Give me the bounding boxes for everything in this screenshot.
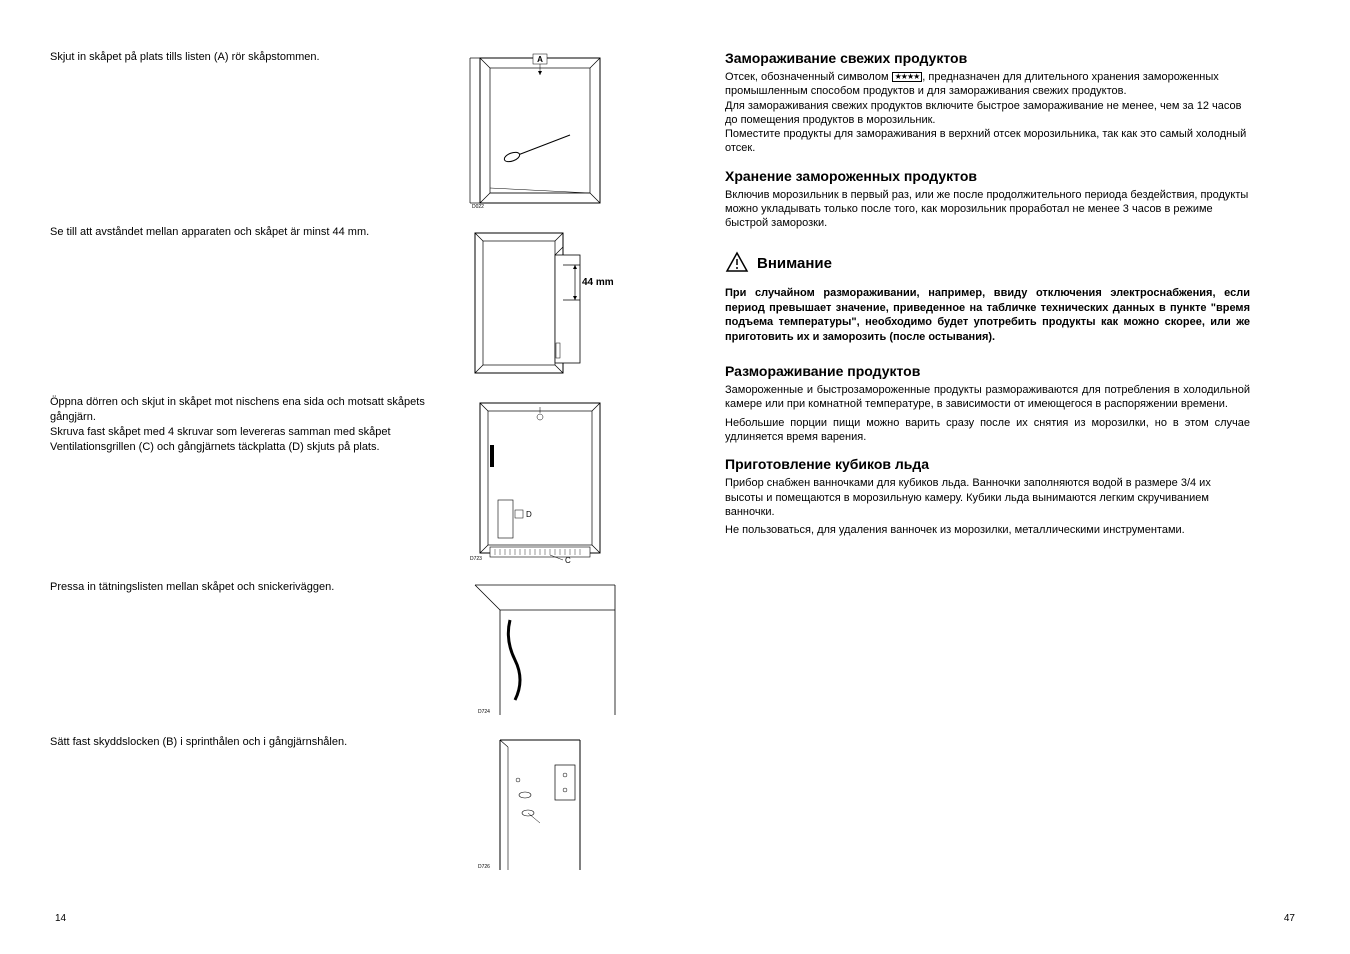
text-ice-2: Не пользоваться, для удаления ванночек и… [725, 523, 1250, 537]
step-text-1: Skjut in skåpet på plats tills listen (A… [50, 50, 460, 65]
fig3-d-label: D [526, 510, 532, 519]
text-freezing-1: Отсек, обозначенный символом ★★★★, предн… [725, 70, 1250, 156]
fig5-code: D726 [478, 864, 490, 870]
page-number-left: 14 [55, 913, 66, 924]
stars-icon: ★★★★ [892, 72, 923, 82]
step-row-2: Se till att avståndet mellan apparaten o… [50, 225, 625, 380]
step-row-3: Öppna dörren och skjut in skåpet mot nis… [50, 395, 625, 565]
step-text-2: Se till att avståndet mellan apparaten o… [50, 225, 460, 240]
freezing-3: Поместите продукты для замораживания в в… [725, 128, 1246, 154]
freezing-2: Для замораживания свежих продуктов включ… [725, 100, 1241, 126]
fig1-a-label: A [537, 55, 543, 64]
text-defrost-2: Небольшие порции пищи можно варить сразу… [725, 416, 1250, 445]
step-row-1: Skjut in skåpet på plats tills listen (A… [50, 50, 625, 210]
fig3-c-label: C [565, 556, 571, 565]
figure-3: D C D723 [460, 395, 625, 565]
fig2-dim: 44 mm [582, 277, 614, 288]
figure-1: A D022 [460, 50, 625, 210]
heading-ice: Приготовление кубиков льда [725, 456, 1250, 472]
step-text-3: Öppna dörren och skjut in skåpet mot nis… [50, 395, 460, 454]
heading-defrost: Размораживание продуктов [725, 363, 1250, 379]
warning-header: Внимание [725, 251, 1250, 276]
page-number-right: 47 [1284, 913, 1295, 924]
step-text-4: Pressa in tätningslisten mellan skåpet o… [50, 580, 460, 595]
text-ice-1: Прибор снабжен ванночками для кубиков ль… [725, 476, 1250, 519]
page-right: Замораживание свежих продуктов Отсек, об… [675, 0, 1350, 954]
text-defrost-1: Замороженные и быстрозамороженные продук… [725, 383, 1250, 412]
heading-storage: Хранение замороженных продуктов [725, 168, 1250, 184]
figure-4: D724 [460, 580, 625, 720]
fig1-code: D022 [472, 204, 484, 210]
figure-2: 44 mm [460, 225, 625, 380]
text-storage: Включив морозильник в первый раз, или же… [725, 188, 1250, 231]
heading-freezing: Замораживание свежих продуктов [725, 50, 1250, 66]
warning-body: При случайном размораживании, например, … [725, 286, 1250, 345]
fig4-code: D724 [478, 709, 490, 715]
figure-5: D726 [460, 735, 625, 875]
step-row-5: Sätt fast skyddslocken (B) i sprinthålen… [50, 735, 625, 875]
page-left: Skjut in skåpet på plats tills listen (A… [0, 0, 675, 954]
fig3-code: D723 [470, 556, 482, 562]
freezing-1-pre: Отсек, обозначенный символом [725, 71, 892, 83]
warning-triangle-icon [725, 251, 749, 276]
step-row-4: Pressa in tätningslisten mellan skåpet o… [50, 580, 625, 720]
warning-title: Внимание [757, 255, 832, 272]
step-text-5: Sätt fast skyddslocken (B) i sprinthålen… [50, 735, 460, 750]
